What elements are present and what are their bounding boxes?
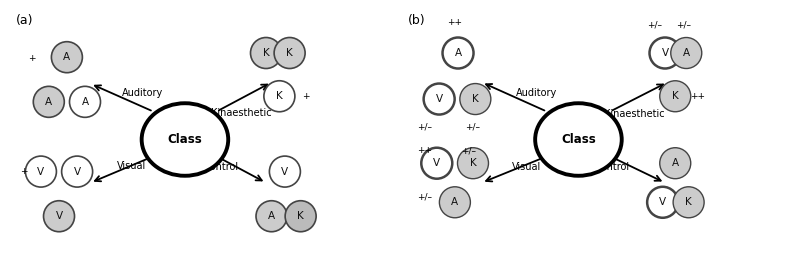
Text: Visual: Visual (512, 162, 541, 172)
Ellipse shape (25, 156, 57, 187)
Ellipse shape (51, 42, 83, 73)
Text: ++: ++ (689, 92, 705, 101)
Text: Visual: Visual (116, 161, 146, 171)
Ellipse shape (33, 86, 65, 117)
Text: Auditory: Auditory (122, 88, 163, 98)
Text: K: K (263, 48, 269, 58)
Text: Class: Class (168, 133, 202, 146)
Text: Class: Class (561, 133, 596, 146)
Text: Kinaesthetic: Kinaesthetic (604, 109, 665, 119)
Text: +/–: +/– (417, 192, 433, 201)
Ellipse shape (43, 201, 75, 232)
Text: A: A (268, 211, 275, 221)
Text: A: A (454, 48, 462, 58)
Ellipse shape (142, 103, 228, 176)
Ellipse shape (660, 81, 691, 112)
Text: (a): (a) (16, 14, 33, 27)
Ellipse shape (442, 37, 474, 69)
Text: Auditory: Auditory (515, 88, 556, 98)
Text: (b): (b) (408, 14, 425, 27)
Text: A: A (671, 158, 679, 168)
Text: ++: ++ (447, 18, 463, 27)
Text: V: V (433, 158, 441, 168)
Ellipse shape (673, 187, 704, 218)
Ellipse shape (274, 37, 305, 69)
Text: K: K (472, 94, 478, 104)
Text: ++: ++ (417, 146, 433, 155)
Ellipse shape (460, 83, 491, 115)
Text: V: V (281, 167, 289, 177)
Text: +: + (301, 92, 309, 101)
Text: K: K (470, 158, 476, 168)
Text: A: A (682, 48, 690, 58)
Text: A: A (81, 97, 89, 107)
Ellipse shape (421, 148, 453, 179)
Text: V: V (659, 197, 667, 207)
Text: Control: Control (203, 162, 238, 172)
Text: K: K (276, 91, 283, 101)
Text: V: V (55, 211, 63, 221)
Ellipse shape (61, 156, 93, 187)
Ellipse shape (264, 81, 295, 112)
Text: +/–: +/– (647, 21, 663, 30)
Ellipse shape (660, 148, 691, 179)
Ellipse shape (439, 187, 471, 218)
Text: K: K (672, 91, 678, 101)
Ellipse shape (269, 156, 301, 187)
Text: Control: Control (594, 162, 630, 172)
Text: K: K (297, 211, 304, 221)
Ellipse shape (256, 201, 287, 232)
Ellipse shape (457, 148, 489, 179)
Text: +: + (20, 167, 28, 176)
Text: A: A (451, 197, 459, 207)
Ellipse shape (69, 86, 101, 117)
Text: V: V (73, 167, 81, 177)
Text: V: V (37, 167, 45, 177)
Ellipse shape (285, 201, 316, 232)
Ellipse shape (535, 103, 622, 176)
Ellipse shape (649, 37, 681, 69)
Ellipse shape (671, 37, 702, 69)
Text: Kinaesthetic: Kinaesthetic (211, 108, 272, 118)
Text: +/–: +/– (417, 122, 433, 131)
Text: +/–: +/– (461, 146, 477, 155)
Text: K: K (286, 48, 293, 58)
Ellipse shape (250, 37, 282, 69)
Ellipse shape (647, 187, 678, 218)
Text: A: A (45, 97, 53, 107)
Text: +: + (28, 54, 35, 63)
Text: V: V (661, 48, 669, 58)
Text: +/–: +/– (675, 21, 691, 30)
Ellipse shape (423, 83, 455, 115)
Text: K: K (685, 197, 692, 207)
Text: A: A (63, 52, 71, 62)
Text: +/–: +/– (464, 122, 480, 131)
Text: V: V (435, 94, 443, 104)
